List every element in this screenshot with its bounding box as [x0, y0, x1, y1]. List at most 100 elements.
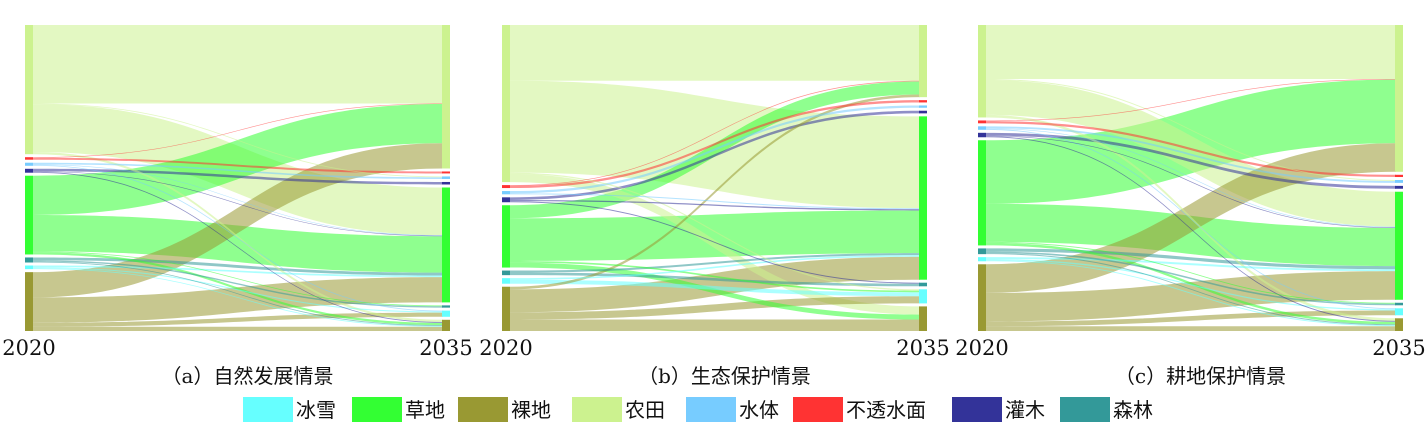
node-2035-water	[442, 176, 450, 179]
node-2035-crop	[442, 25, 450, 169]
node-2035-forest	[1395, 302, 1403, 306]
node-2020-grass	[502, 205, 510, 268]
legend-item-crop: 农田	[572, 397, 665, 422]
sankey-link-shrub-forest	[510, 201, 920, 284]
sankey-link-crop-water	[986, 79, 1396, 181]
node-2020-crop	[978, 25, 986, 118]
legend-item-ice: 冰雪	[243, 397, 336, 422]
node-2020-shrub	[978, 132, 986, 138]
node-2035-grass	[919, 116, 927, 280]
legend-swatch	[352, 397, 402, 422]
node-2035-water	[1395, 180, 1403, 183]
node-2020-ice	[502, 278, 510, 284]
node-2020-water	[25, 162, 33, 166]
sankey-link-ice-bare	[986, 260, 1396, 327]
node-2020-forest	[502, 270, 510, 276]
sankey-link-crop-ice	[510, 172, 920, 291]
node-2020-ice	[25, 265, 33, 270]
sankey-link-bare-grass	[33, 277, 443, 323]
node-2035-ice	[1395, 308, 1403, 316]
legend-swatch	[458, 397, 508, 422]
sankey-link-water-ice	[33, 164, 443, 312]
node-2020-grass	[978, 140, 986, 246]
sankey-link-crop-bare	[510, 173, 920, 315]
node-2035-bare	[1395, 318, 1403, 331]
legend-item-shrub: 灌木	[952, 397, 1045, 422]
sankey-link-bare-grass	[510, 256, 920, 313]
sankey-link-water-ice	[986, 128, 1396, 310]
sankey-link-grass-grass	[986, 203, 1396, 267]
sankey-link-shrub-grass	[510, 199, 920, 211]
node-2020-bare	[978, 264, 986, 331]
sankey-link-shrub-bare	[986, 136, 1396, 322]
sankey-link-imperv-imperv	[510, 100, 920, 189]
sankey-link-ice-grass	[510, 255, 920, 280]
sankey-panel-2: 2020 2035 （b）生态保护情景	[479, 25, 950, 388]
node-2020-shrub	[502, 197, 510, 203]
node-2020-crop	[25, 25, 33, 155]
sankey-link-ice-bare	[33, 268, 443, 327]
sankey-link-imperv-crop	[986, 79, 1396, 122]
sankey-link-water-water	[33, 162, 443, 179]
node-2020-grass	[25, 175, 33, 255]
sankey-link-grass-grass	[510, 210, 920, 261]
node-2035-forest	[442, 305, 450, 308]
node-2035-bare	[442, 319, 450, 331]
node-2020-forest	[25, 257, 33, 263]
target-year-label: 2035	[419, 336, 472, 360]
sankey-link-forest-grass	[510, 253, 920, 273]
node-2020-forest	[978, 248, 986, 255]
legend-swatch	[952, 397, 1002, 422]
sankey-link-grass-crop	[33, 104, 443, 215]
sankey-link-forest-bare	[33, 261, 443, 326]
sankey-link-water-grass	[510, 193, 920, 210]
node-2020-ice	[978, 257, 986, 262]
node-2035-grass	[1395, 191, 1403, 300]
target-year-label: 2035	[1372, 336, 1425, 360]
node-2020-imperv	[25, 157, 33, 160]
node-2020-crop	[502, 25, 510, 183]
node-2035-shrub	[919, 110, 927, 114]
legend-swatch	[243, 397, 293, 422]
node-2035-bare	[919, 306, 927, 331]
sankey-link-grass-grass	[33, 214, 443, 273]
sankey-link-ice-ice	[510, 279, 920, 297]
sankey-nodes	[978, 25, 1403, 331]
sankey-link-shrub-grass	[33, 171, 443, 237]
sankey-panel-1: 2020 2035 （a）自然发展情景	[2, 25, 473, 388]
node-2020-shrub	[25, 168, 33, 173]
sankey-links	[986, 25, 1396, 331]
sankey-link-imperv-crop	[510, 80, 920, 186]
legend-item-water: 水体	[686, 397, 779, 422]
legend-label: 冰雪	[296, 398, 336, 422]
sankey-panel-3: 2020 2035 （c）耕地保护情景	[955, 25, 1426, 388]
panel-caption: （c）耕地保护情景	[1115, 364, 1286, 388]
sankey-link-crop-crop	[510, 25, 920, 81]
sankey-link-grass-bare	[33, 252, 443, 326]
legend-label: 水体	[739, 398, 779, 422]
sankey-link-grass-forest	[33, 251, 443, 307]
sankey-link-water-water	[510, 105, 920, 194]
sankey-link-ice-ice	[33, 267, 443, 313]
sankey-links	[510, 25, 920, 331]
sankey-link-grass-bare	[986, 242, 1396, 325]
sankey-link-crop-crop	[33, 25, 443, 104]
legend-label: 不透水面	[846, 398, 926, 422]
sankey-link-shrub-shrub	[33, 168, 443, 185]
sankey-link-crop-crop	[986, 25, 1396, 80]
sankey-link-bare-ice	[510, 296, 920, 320]
sankey-link-bare-bare	[33, 326, 443, 331]
legend: 冰雪 草地 裸地 农田 水体 不透水面 灌木 森林	[243, 397, 1153, 422]
source-year-label: 2020	[479, 336, 532, 360]
node-2035-imperv	[442, 171, 450, 174]
sankey-nodes	[502, 25, 927, 331]
legend-item-imperv: 不透水面	[793, 397, 926, 422]
sankey-link-bare-crop	[510, 94, 920, 290]
node-2035-ice	[442, 310, 450, 317]
sankey-link-shrub-shrub	[510, 110, 920, 200]
sankey-nodes	[25, 25, 450, 331]
node-2035-shrub	[1395, 185, 1403, 189]
source-year-label: 2020	[2, 336, 55, 360]
